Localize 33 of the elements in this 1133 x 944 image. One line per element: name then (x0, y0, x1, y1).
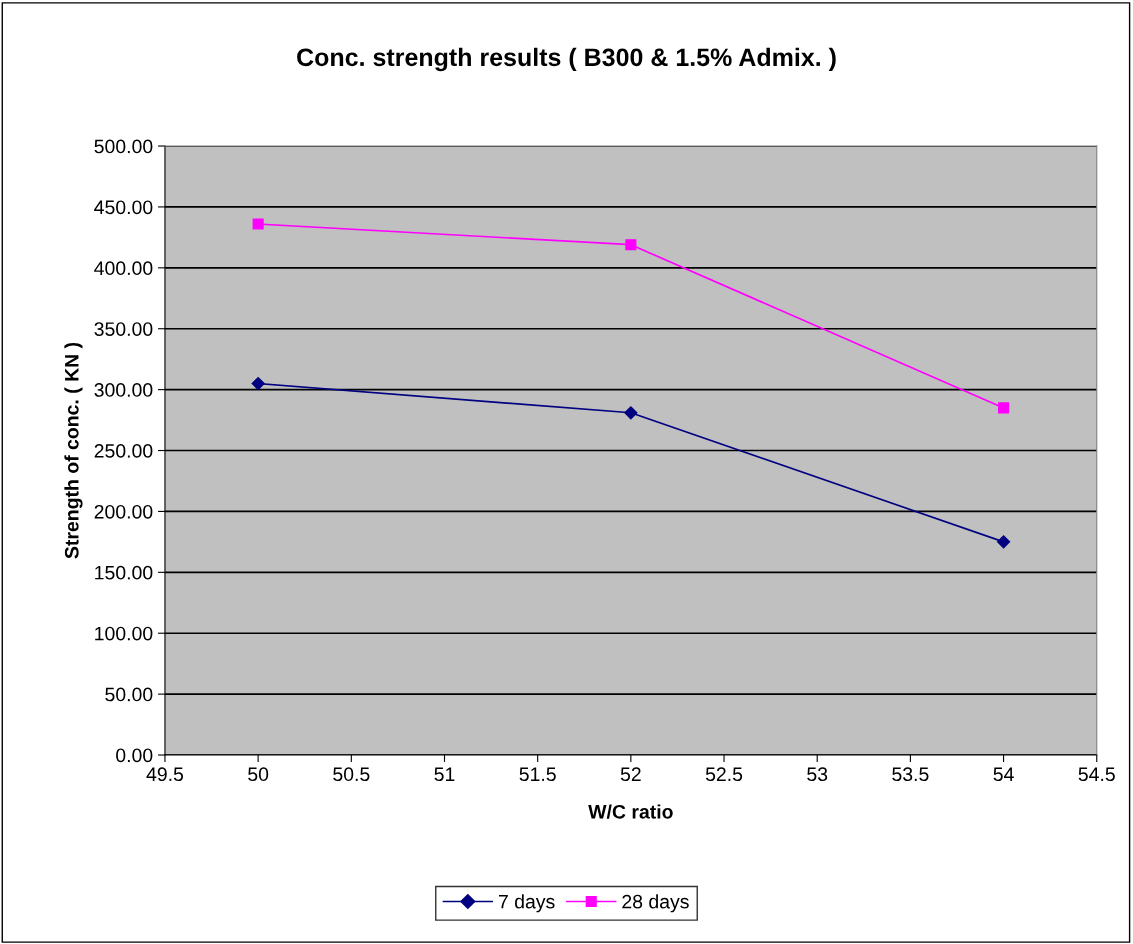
point (996, 535, 1011, 549)
y-tick-label: 0.00 (116, 748, 153, 763)
y-tick-label: 150.00 (95, 565, 153, 580)
y-tick-label: 500.00 (94, 139, 153, 154)
point (252, 218, 264, 230)
y-tick-label: 100.00 (95, 626, 153, 641)
x-tick-label: 54.5 (1078, 767, 1115, 782)
x-tick-label: 54 (993, 767, 1014, 782)
point (625, 239, 637, 251)
x-tick-label: 52 (620, 767, 641, 782)
x-tick-label: 50 (248, 767, 269, 782)
point (251, 376, 265, 391)
chart-title: Conc. strength results ( B300 & 1.5% Admix. ) (297, 47, 836, 72)
y-tick-label: 250.00 (94, 443, 153, 458)
y-tick-label: 300.00 (94, 383, 153, 397)
point (624, 406, 638, 420)
x-axis-title: W/C ratio (588, 804, 673, 819)
point (998, 402, 1010, 414)
x-tick-label: 50.5 (333, 767, 370, 782)
y-tick-label: 400.00 (94, 261, 153, 276)
y-tick-label: 200.00 (94, 504, 153, 519)
y-axis-title: Strength of conc. ( KN ) (64, 342, 83, 559)
x-tick-label: 49.5 (146, 767, 184, 782)
x-tick-label: 52.5 (705, 767, 743, 782)
x-tick-label: 53 (807, 767, 828, 782)
x-tick-label: 53.5 (892, 767, 929, 782)
y-tick-label: 450.00 (94, 200, 153, 215)
x-tick-label: 51 (434, 767, 455, 782)
y-tick-label: 50.00 (105, 687, 153, 702)
y-tick-label: 350.00 (94, 322, 153, 336)
x-tick-label: 51.5 (519, 767, 556, 782)
legend-label: 28 days (622, 894, 689, 913)
legend-label: 7 days (498, 894, 555, 913)
